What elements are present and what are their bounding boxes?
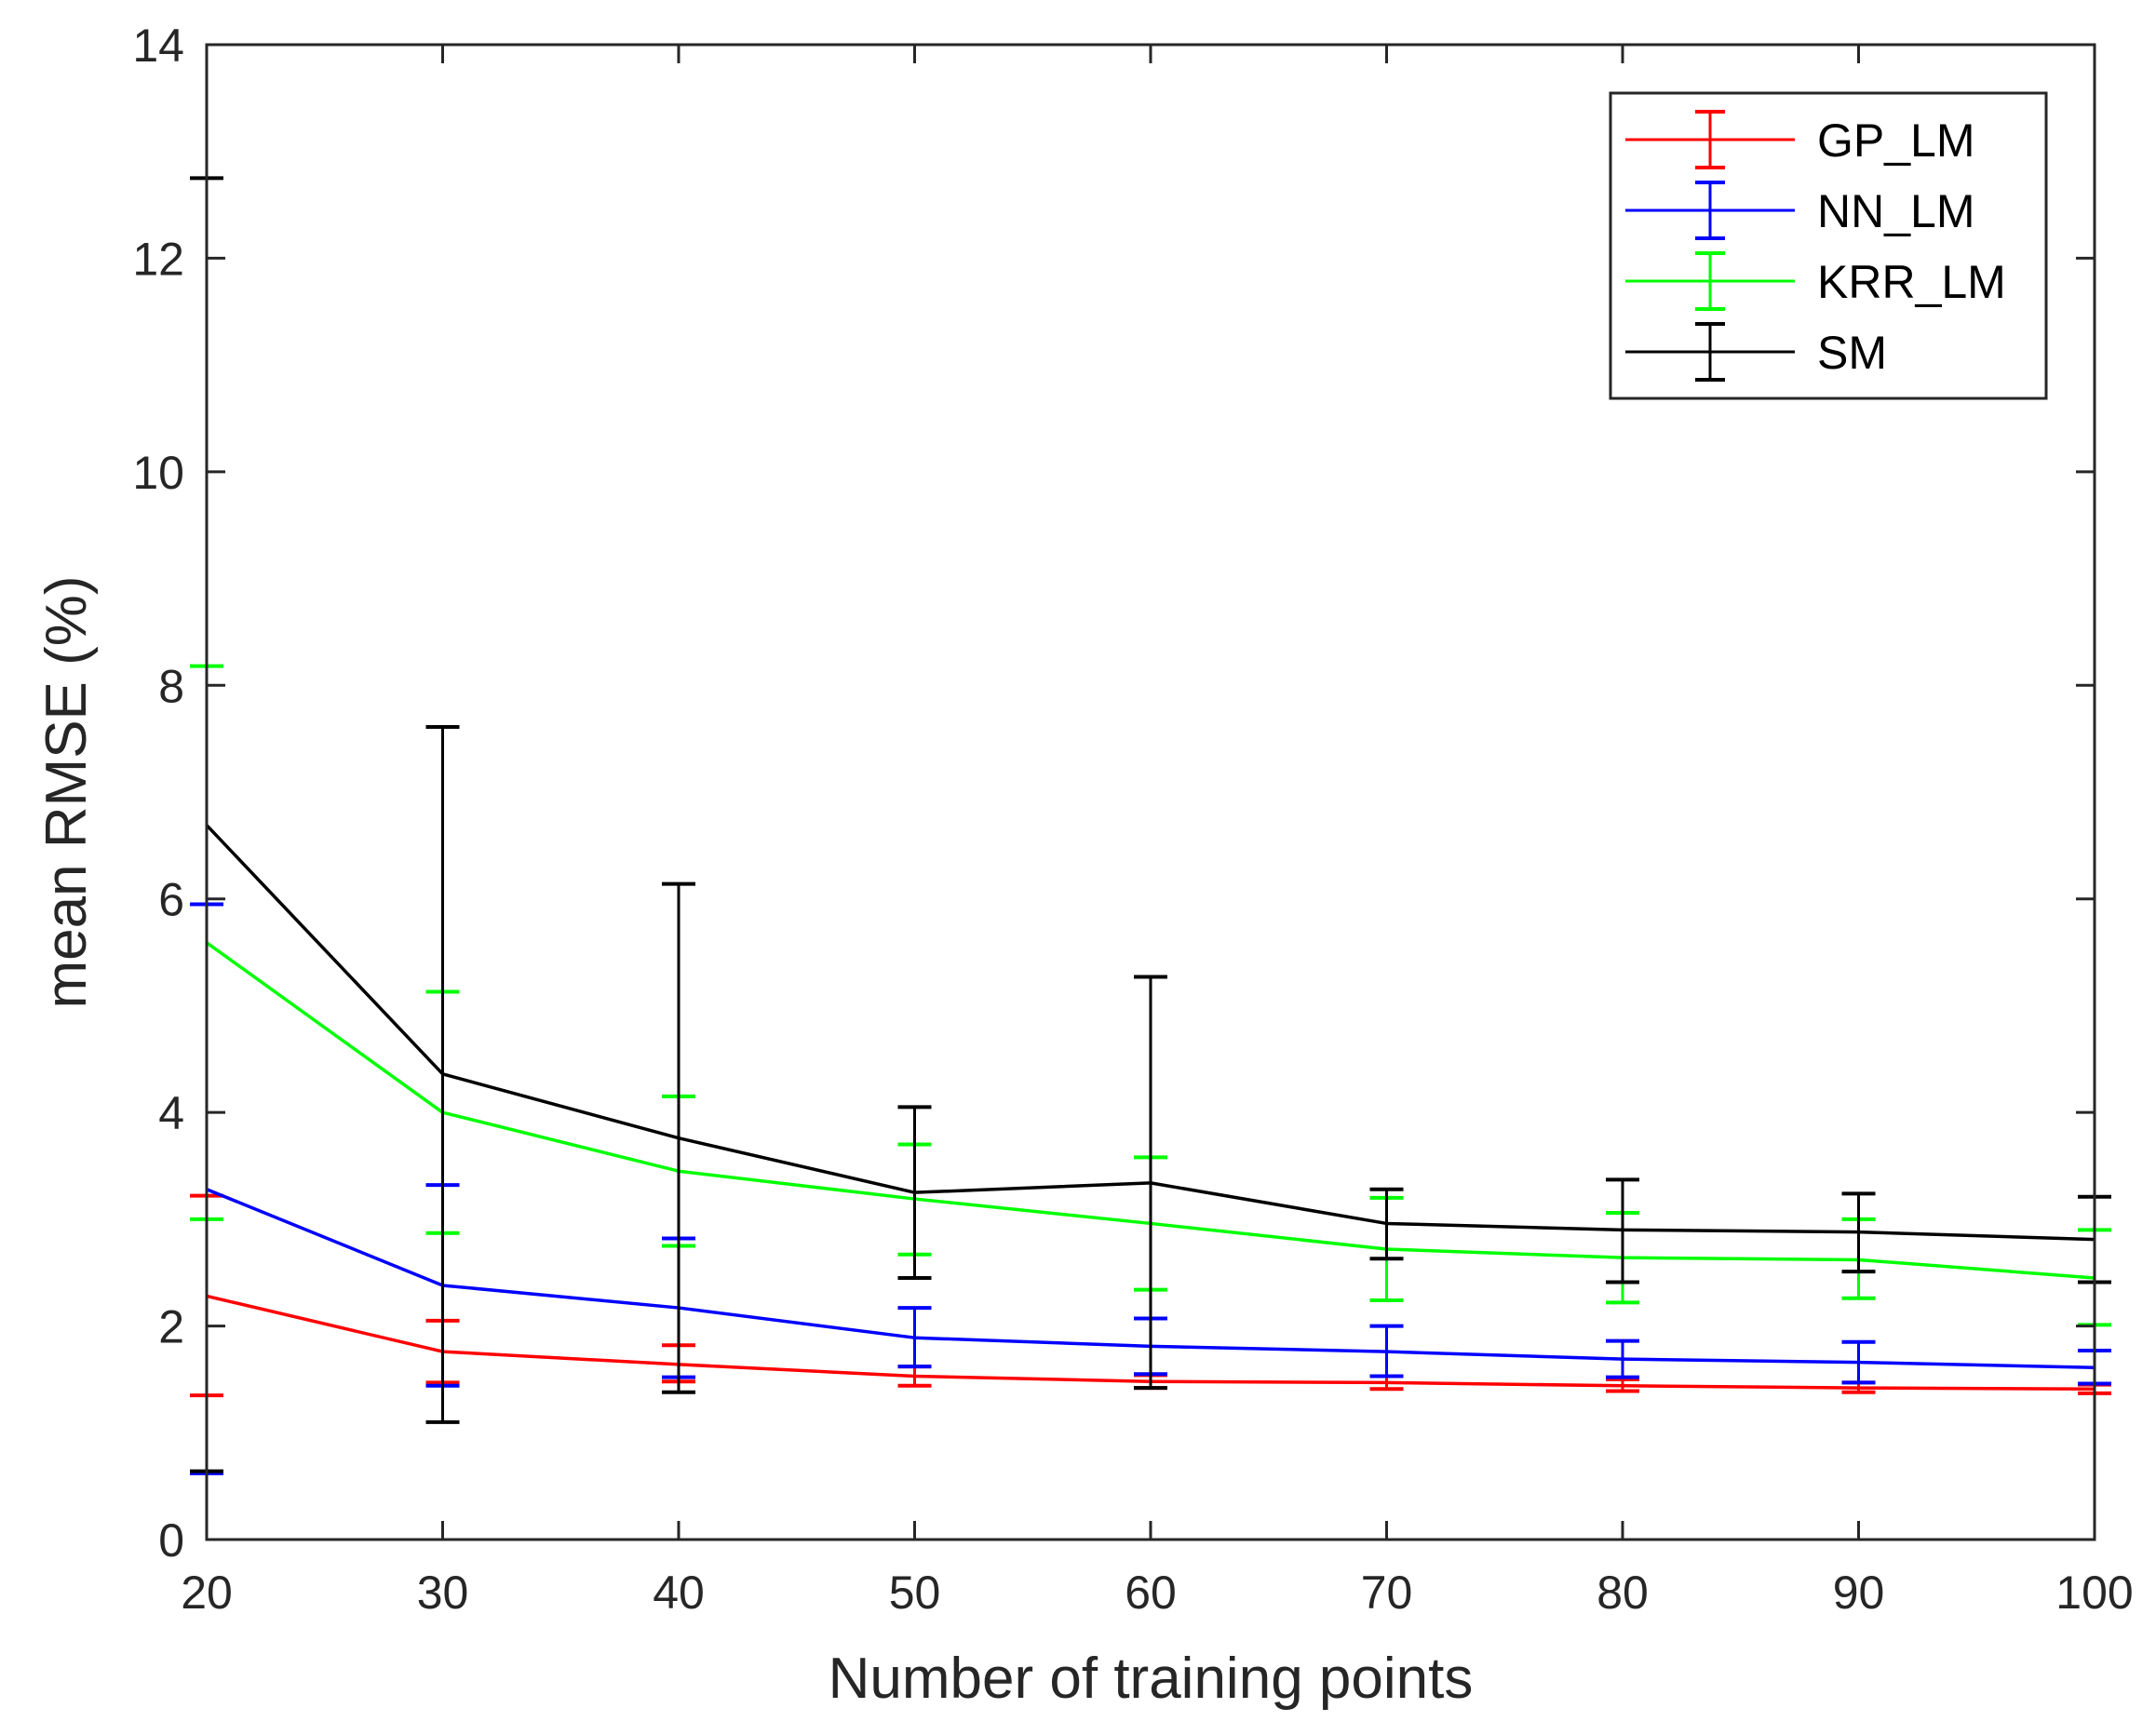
y-tick-label: 12 [132, 233, 184, 285]
legend-item-sm: SM [1625, 322, 1887, 382]
y-tick-label: 8 [158, 660, 184, 712]
x-tick-label: 90 [1833, 1567, 1885, 1619]
legend-item-nn-lm: NN_LM [1625, 181, 1974, 240]
y-tick-label: 6 [158, 874, 184, 926]
x-tick-label: 30 [417, 1567, 469, 1619]
series-line-sm [205, 824, 2095, 1242]
x-tick-label: 60 [1125, 1567, 1177, 1619]
legend-item-krr-lm: KRR_LM [1625, 251, 2006, 311]
x-tick-label: 80 [1597, 1567, 1649, 1619]
x-tick-label: 70 [1361, 1567, 1413, 1619]
x-tick-label: 100 [2055, 1567, 2133, 1619]
ticks-layer [205, 43, 2096, 1541]
y-axis-label: mean RMSE (%) [34, 575, 99, 1008]
y-tick-label: 14 [132, 20, 184, 72]
y-tick-label: 10 [132, 447, 184, 499]
x-axis-label: Number of training points [829, 1647, 1474, 1711]
legend-label: KRR_LM [1817, 256, 2006, 308]
legend-item-gp-lm: GP_LM [1625, 110, 1975, 169]
x-tick-label: 20 [181, 1567, 233, 1619]
y-tick-label: 2 [158, 1301, 184, 1353]
legend-label: SM [1817, 327, 1887, 379]
legend-label: GP_LM [1817, 114, 1975, 167]
legend-box [1609, 91, 2048, 400]
x-tick-label: 50 [889, 1567, 941, 1619]
x-tick-label: 40 [653, 1567, 705, 1619]
tick-labels-layer: 20 30 40 50 60 70 80 90 100 0 2 4 6 8 10 12 14 [132, 20, 2133, 1619]
legend: GP_LM NN_LM KRR_LM SM [1609, 91, 2048, 400]
y-tick-label: 4 [158, 1087, 184, 1139]
legend-label: NN_LM [1817, 185, 1974, 237]
y-tick-label: 0 [158, 1514, 184, 1567]
